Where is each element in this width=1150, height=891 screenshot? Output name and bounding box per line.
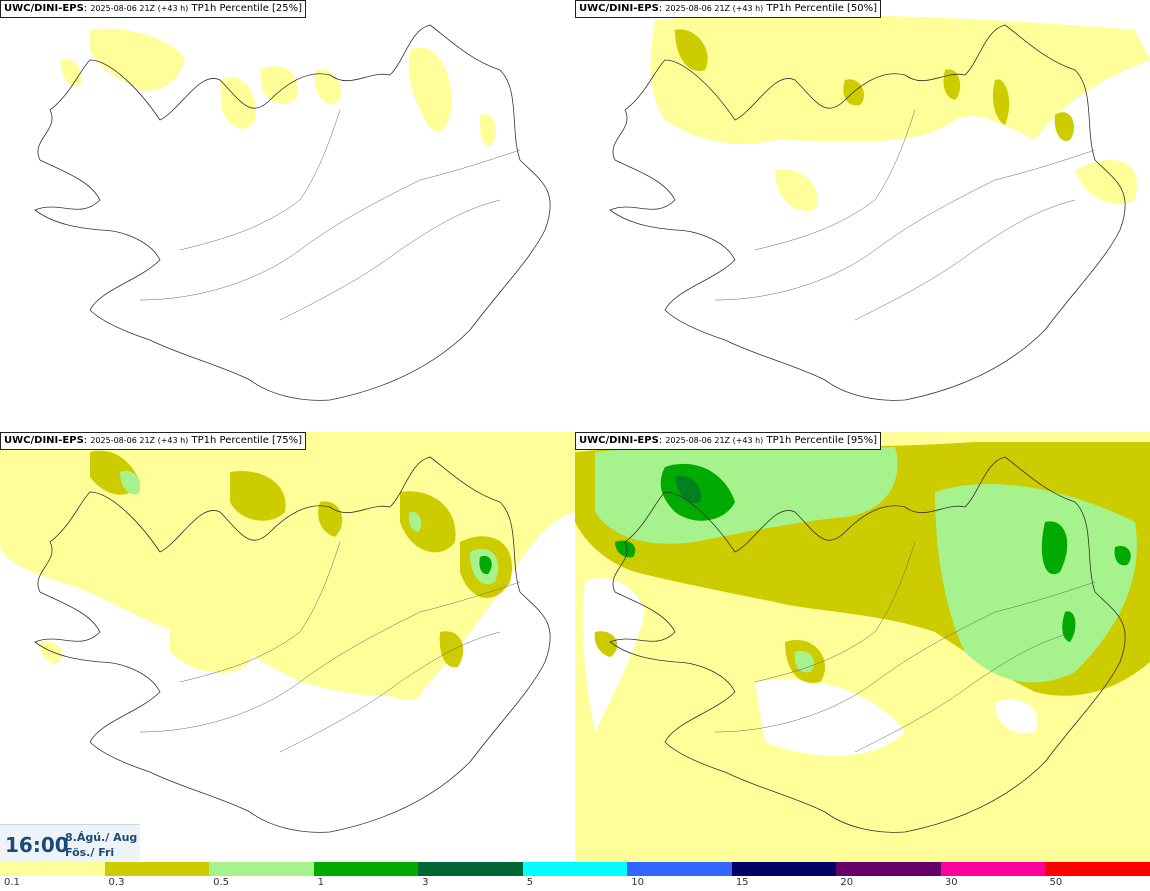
precip-map-p25 [34, 24, 551, 401]
legend-swatch [627, 862, 732, 876]
legend-tick-label: 20 [840, 877, 854, 888]
map-panel-p95: UWC/DINI-EPS: 2025-08-06 21Z (+43 h) TP1… [575, 432, 1150, 862]
legend-tick-label: 30 [944, 877, 958, 888]
legend-tick-label: 0.3 [108, 877, 125, 888]
valid-date-line2: Fös./ Fri [65, 846, 115, 859]
panel-label: UWC/DINI-EPS: 2025-08-06 21Z (+43 h) TP1… [0, 432, 307, 450]
legend-swatch [418, 862, 523, 876]
legend-tick-label: 15 [735, 877, 749, 888]
panel-label: UWC/DINI-EPS: 2025-08-06 21Z (+43 h) TP1… [575, 432, 882, 450]
legend-tick-label: 10 [631, 877, 644, 888]
legend-swatch [940, 862, 1046, 876]
map-panel-p25: UWC/DINI-EPS: 2025-08-06 21Z (+43 h) TP1… [0, 0, 575, 430]
legend-swatch [836, 862, 941, 876]
legend-tick-label: 50 [1049, 877, 1063, 888]
panel-label: UWC/DINI-EPS: 2025-08-06 21Z (+43 h) TP1… [575, 0, 882, 18]
legend-swatch [1045, 862, 1150, 876]
legend-tick-label: 5 [526, 877, 534, 888]
legend-ticks: 0.1 0.3 0.5 1 3 5 10 15 20 30 50 [0, 876, 1150, 891]
legend-swatch [104, 862, 210, 876]
legend-swatch [209, 862, 314, 876]
precip-map-p50 [609, 14, 1150, 401]
legend-swatch [522, 862, 628, 876]
valid-date-line1: 8.Ágú./ Aug [65, 831, 138, 844]
precip-map-p95 [575, 432, 1150, 862]
legend-tick-label: 3 [422, 877, 429, 888]
legend-swatch [313, 862, 419, 876]
legend-swatch [0, 862, 105, 876]
map-panel-p50: UWC/DINI-EPS: 2025-08-06 21Z (+43 h) TP1… [575, 0, 1150, 430]
legend-tick-label: 0.1 [4, 877, 20, 888]
valid-time-clock: 16:00 [5, 833, 69, 857]
color-legend [0, 862, 1150, 876]
valid-time-box: 16:00 8.Ágú./ Aug Fös./ Fri [0, 824, 140, 863]
coastline [34, 24, 551, 401]
legend-tick-label: 1 [317, 877, 324, 888]
precip-map-p75 [0, 432, 575, 833]
panel-label: UWC/DINI-EPS: 2025-08-06 21Z (+43 h) TP1… [0, 0, 307, 18]
legend-swatch [731, 862, 837, 876]
legend-tick-label: 0.5 [213, 877, 229, 888]
map-panel-p75: UWC/DINI-EPS: 2025-08-06 21Z (+43 h) TP1… [0, 432, 575, 862]
